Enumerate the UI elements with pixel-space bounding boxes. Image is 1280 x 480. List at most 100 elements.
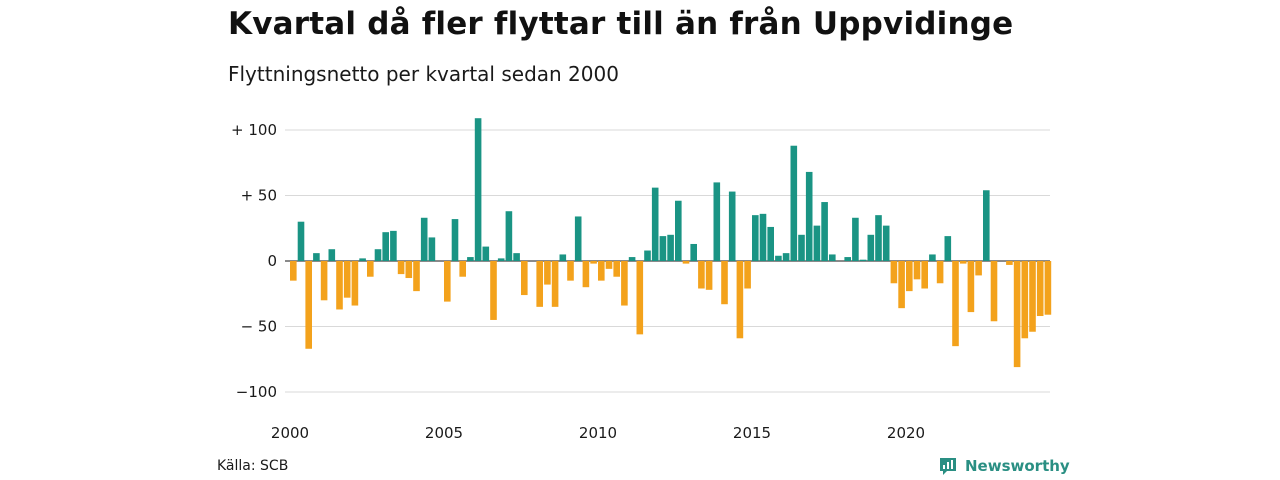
bar: [867, 234, 875, 261]
bar: [397, 261, 405, 275]
bar: [628, 257, 636, 261]
bar: [805, 171, 813, 261]
y-axis-ticks: + 100 + 50 0 − 50 −100: [231, 121, 277, 401]
bar: [374, 249, 382, 261]
bar: [952, 261, 959, 347]
bar: [459, 261, 466, 277]
bar: [390, 230, 397, 261]
bar: [405, 261, 413, 279]
bar: [705, 261, 713, 290]
bar: [544, 261, 551, 285]
bar: [467, 257, 474, 261]
x-tick-label: 2020: [887, 424, 925, 442]
bar: [313, 253, 320, 261]
chart-title: Kvartal då fler flyttar till än från Upp…: [228, 6, 1014, 42]
bar: [521, 261, 528, 296]
brand-logo[interactable]: Newsworthy: [938, 456, 1070, 476]
bar: [875, 215, 882, 261]
bar: [536, 261, 543, 307]
bar: [890, 261, 898, 284]
bar: [983, 190, 990, 261]
bar: [598, 261, 605, 281]
bar: [728, 191, 736, 261]
bar: [490, 261, 497, 320]
bar: [798, 234, 805, 261]
bar: [305, 261, 312, 349]
bar: [605, 261, 613, 269]
chart-subtitle: Flyttningsnetto per kvartal sedan 2000: [228, 62, 619, 86]
bar: [428, 237, 436, 261]
bar: [929, 254, 936, 261]
bar: [782, 253, 790, 261]
bar: [921, 261, 928, 289]
y-tick-label: −100: [236, 383, 277, 401]
bar: [505, 211, 513, 261]
bar: [636, 261, 644, 335]
bar: [1006, 261, 1013, 265]
bar: [497, 258, 505, 261]
bar: [790, 145, 798, 261]
bar: [744, 261, 751, 289]
bar: [906, 261, 913, 292]
bar: [651, 187, 659, 261]
bar: [736, 261, 744, 339]
bar: [1029, 261, 1036, 332]
brand-name: Newsworthy: [965, 457, 1070, 475]
x-axis-ticks: 2000 2005 2010 2015 2020: [271, 424, 925, 442]
newsworthy-logo-icon: [940, 458, 956, 475]
y-tick-label: + 100: [231, 121, 277, 139]
bar: [659, 236, 667, 261]
bar: [413, 261, 420, 292]
bar: [1013, 261, 1021, 368]
bar: [713, 182, 721, 261]
bar: [959, 261, 967, 264]
x-tick-label: 2005: [425, 424, 463, 442]
bar: [936, 261, 944, 284]
bar: [367, 261, 374, 277]
bar: [336, 261, 343, 310]
bar: [844, 257, 851, 261]
bar: [451, 219, 459, 261]
bar: [675, 200, 682, 261]
bar: [343, 261, 351, 298]
y-tick-label: + 50: [241, 187, 277, 205]
bar: [859, 259, 867, 261]
bar: [320, 261, 328, 301]
bar: [474, 118, 482, 262]
x-tick-label: 2000: [271, 424, 309, 442]
bar: [690, 243, 697, 261]
bar: [290, 261, 297, 281]
bar: [644, 250, 651, 261]
bar: [821, 202, 828, 261]
bar: [382, 232, 389, 261]
bar: [682, 261, 690, 264]
bar: [513, 253, 520, 261]
bar: [975, 261, 982, 276]
bar: [1036, 261, 1044, 317]
bar: [574, 216, 582, 261]
bar: [1044, 261, 1052, 315]
bar: [482, 246, 490, 261]
bar: [967, 261, 975, 313]
bar: [551, 261, 559, 307]
bar: [698, 261, 705, 289]
bar: [420, 217, 428, 261]
bar: [767, 226, 774, 261]
bar: [328, 249, 336, 261]
source-note: Källa: SCB: [217, 458, 289, 474]
bars: [290, 118, 1052, 368]
bar: [990, 261, 998, 322]
y-tick-label: − 50: [241, 318, 277, 336]
x-tick-label: 2010: [579, 424, 617, 442]
bar: [621, 261, 628, 306]
bar: [752, 215, 759, 261]
bar: [898, 261, 905, 309]
bar: [775, 255, 782, 261]
bar: [829, 254, 836, 261]
bar: [297, 221, 305, 261]
bar: [567, 261, 574, 281]
bar: [944, 236, 952, 261]
bar: [613, 261, 620, 277]
bar: [590, 261, 597, 264]
